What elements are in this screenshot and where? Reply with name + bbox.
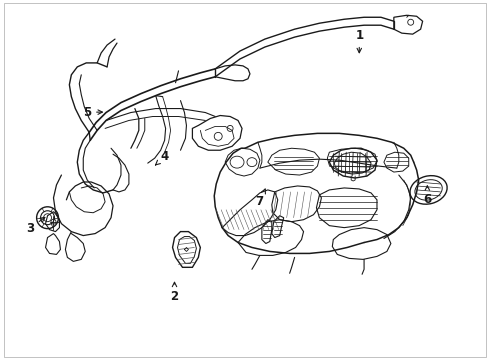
Text: 4: 4 bbox=[155, 150, 169, 165]
Text: 6: 6 bbox=[423, 186, 432, 206]
Text: 2: 2 bbox=[171, 282, 178, 303]
Text: 1: 1 bbox=[355, 29, 363, 53]
Text: 7: 7 bbox=[255, 189, 266, 208]
Text: 3: 3 bbox=[26, 217, 45, 235]
Text: 5: 5 bbox=[83, 105, 102, 119]
